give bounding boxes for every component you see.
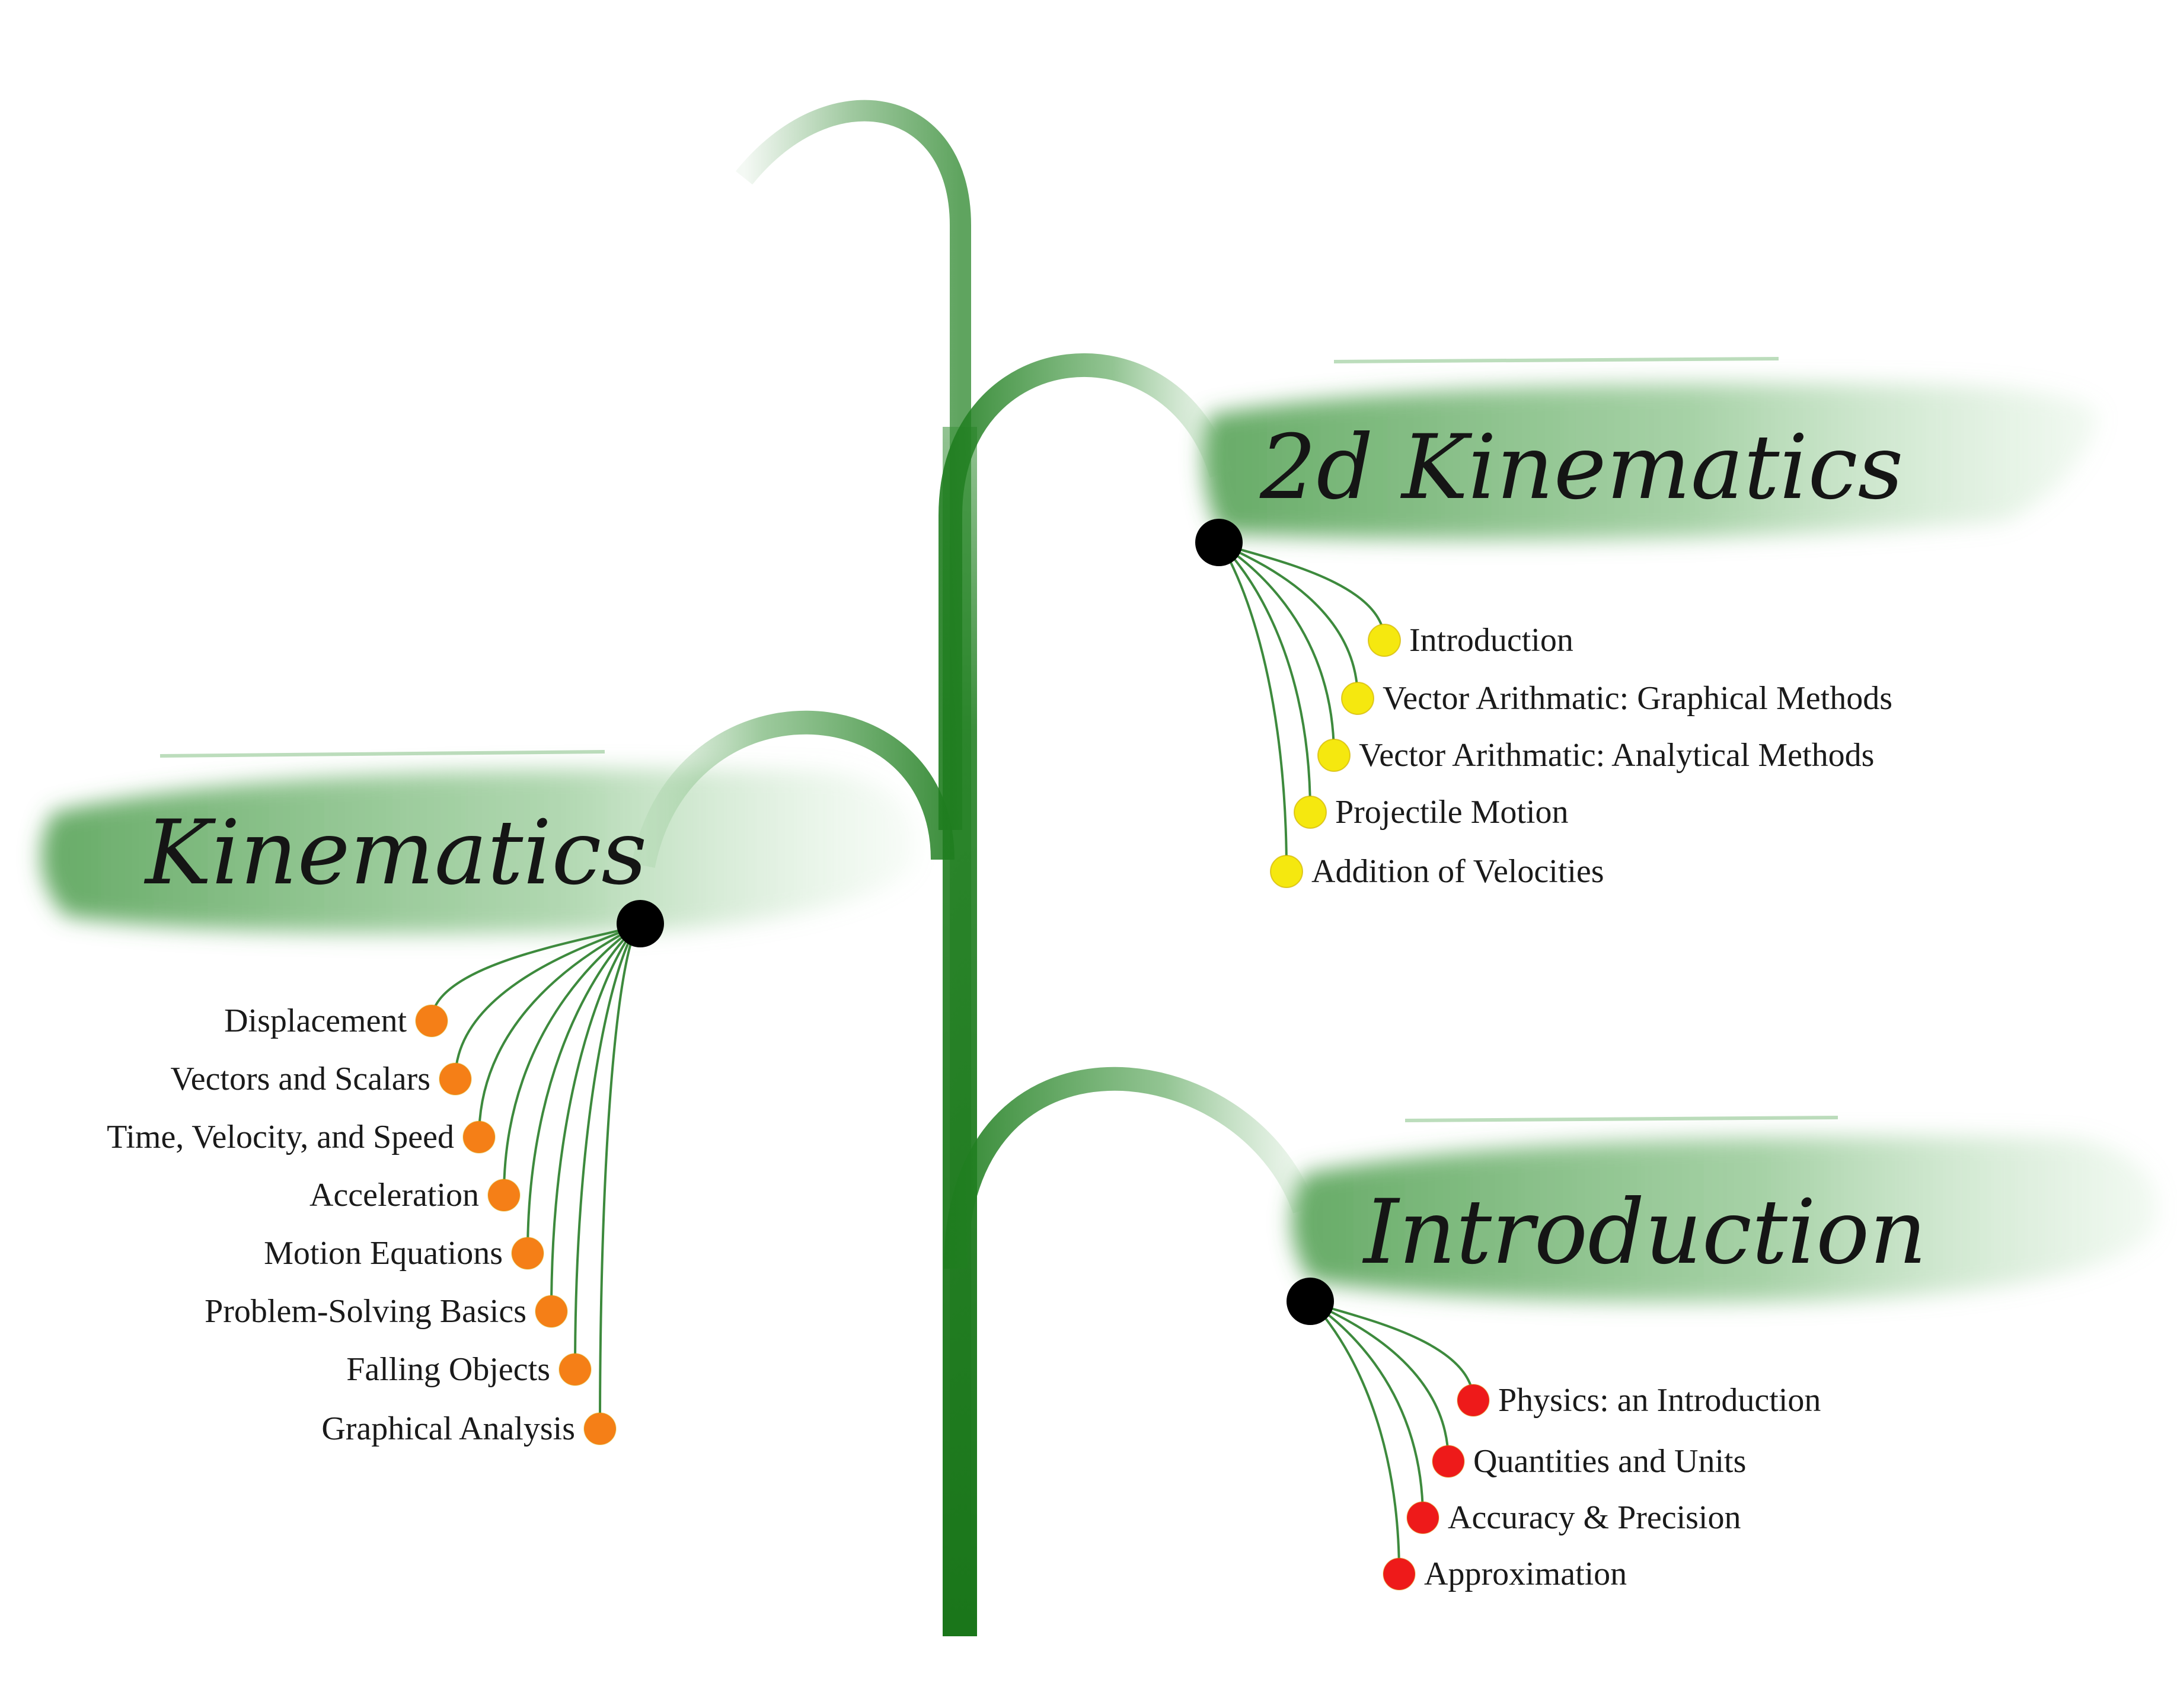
topic-label-addition-of-velocities[interactable]: Addition of Velocities <box>1311 853 1604 890</box>
arch-to-kinematics <box>631 710 955 868</box>
topic-label-falling-objects[interactable]: Falling Objects <box>346 1351 550 1388</box>
wash-kinematics <box>41 750 916 934</box>
topic-label-motion-equations[interactable]: Motion Equations <box>264 1235 503 1272</box>
topic-label-vector-arithmatic-graphical-methods[interactable]: Vector Arithmatic: Graphical Methods <box>1383 680 1892 717</box>
topic-dot <box>558 1353 592 1386</box>
topic-dot <box>1294 796 1327 829</box>
topic-label-acceleration[interactable]: Acceleration <box>309 1177 479 1214</box>
topic-dot <box>1457 1384 1490 1417</box>
topic-label-vectors-and-scalars[interactable]: Vectors and Scalars <box>170 1061 430 1097</box>
topic-dot <box>439 1062 472 1096</box>
topic-dot <box>583 1412 617 1445</box>
hub-layer <box>617 519 1334 1325</box>
topic-label-physics-an-introduction[interactable]: Physics: an Introduction <box>1498 1382 1821 1419</box>
topic-dot <box>1383 1557 1416 1591</box>
branch-title-kinematics: Kinematics <box>143 802 647 905</box>
arch-to-introduction <box>944 1067 1316 1269</box>
topic-dot <box>1341 682 1374 715</box>
topic-label-introduction[interactable]: Introduction <box>1409 622 1573 659</box>
topic-label-approximation[interactable]: Approximation <box>1424 1556 1627 1592</box>
branch-title-2d-kinematics: 2d Kinematics <box>1259 416 1903 519</box>
connector-line <box>599 922 641 1429</box>
topic-label-vector-arithmatic-analytical-methods[interactable]: Vector Arithmatic: Analytical Methods <box>1359 737 1874 774</box>
topic-dot <box>1317 739 1351 772</box>
topic-dot <box>1406 1501 1439 1534</box>
topic-label-displacement[interactable]: Displacement <box>224 1003 407 1039</box>
branch-title-introduction: Introduction <box>1362 1181 1927 1284</box>
topic-dot <box>487 1179 521 1212</box>
topic-label-accuracy-precision[interactable]: Accuracy & Precision <box>1448 1499 1741 1536</box>
text-layer: 2d Kinematics Introduction Vector Arithmat… <box>107 416 1927 1592</box>
topic-dot <box>1270 855 1303 888</box>
arch-to-2d-kinematics <box>939 353 1233 830</box>
wash-2d-kinematics <box>1203 357 2099 540</box>
topic-label-graphical-analysis[interactable]: Graphical Analysis <box>321 1410 575 1447</box>
topic-dot-layer <box>415 624 1490 1591</box>
topic-label-projectile-motion[interactable]: Projectile Motion <box>1335 794 1569 831</box>
hub-dot-introduction <box>1287 1278 1334 1325</box>
topic-label-problem-solving-basics[interactable]: Problem-Solving Basics <box>205 1293 526 1330</box>
connector-line <box>1218 541 1311 813</box>
connector-line <box>550 922 641 1312</box>
topic-label-time-velocity-and-speed[interactable]: Time, Velocity, and Speed <box>107 1119 454 1155</box>
topic-dot <box>415 1004 448 1037</box>
topic-dot <box>1432 1445 1465 1478</box>
hub-dot-2d-kinematics <box>1195 519 1243 566</box>
topic-dot <box>511 1237 544 1270</box>
topic-dot <box>462 1120 496 1154</box>
topic-label-quantities-and-units[interactable]: Quantities and Units <box>1473 1443 1746 1480</box>
topic-dot <box>535 1295 568 1328</box>
wash-introduction <box>1291 1116 2158 1302</box>
topic-dot <box>1368 624 1401 657</box>
hub-dot-kinematics <box>617 900 664 947</box>
connector-line <box>1309 1300 1400 1575</box>
